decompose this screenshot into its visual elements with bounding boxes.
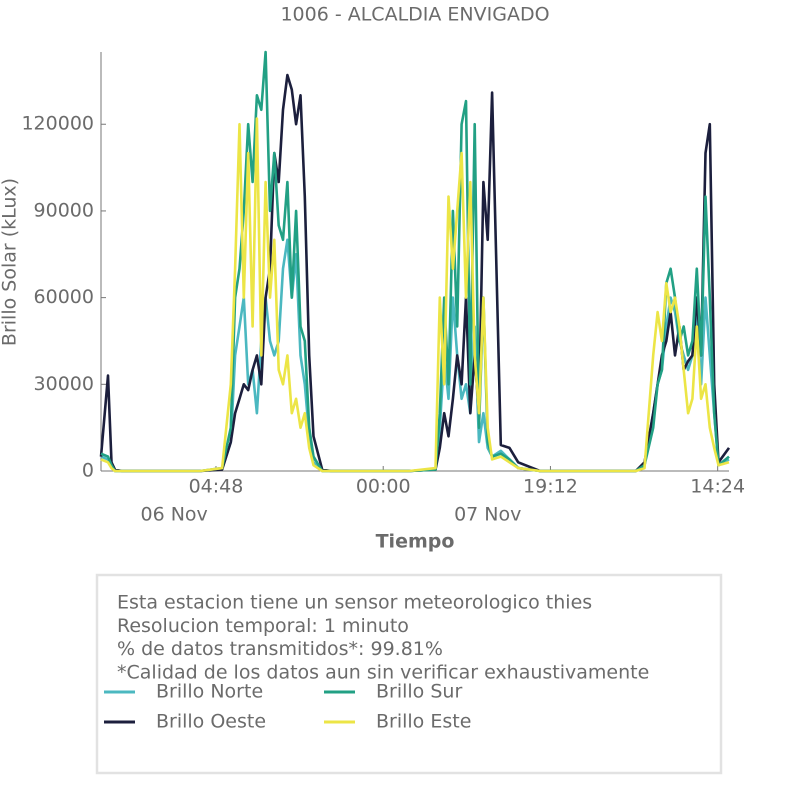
y-tick-label: 0 <box>82 460 94 482</box>
info-box <box>95 573 723 775</box>
chart-title: 1006 - ALCALDIA ENVIGADO <box>280 4 549 26</box>
legend-label: Brillo Oeste <box>156 711 266 733</box>
y-tick-label: 120000 <box>21 113 94 135</box>
x-axis-label: Tiempo <box>376 531 455 553</box>
series-line <box>100 50 730 473</box>
x-tick-label: 14:24 <box>690 476 745 498</box>
series-line <box>100 238 730 473</box>
date-label: 07 Nov <box>454 504 521 526</box>
y-axis-label: Brillo Solar (kLux) <box>0 178 21 346</box>
x-tick-label: 04:48 <box>189 476 244 498</box>
series-line <box>100 117 730 473</box>
y-tick-label: 90000 <box>34 199 94 221</box>
y-tick-label: 30000 <box>34 373 94 395</box>
info-line: % de datos transmitidos*: 99.81% <box>117 638 443 660</box>
info-line: Esta estacion tiene un sensor meteorolog… <box>117 592 592 614</box>
legend-label: Brillo Este <box>376 711 471 733</box>
date-label: 06 Nov <box>141 504 208 526</box>
legend-label: Brillo Norte <box>156 681 263 703</box>
x-tick-label: 19:12 <box>523 476 578 498</box>
info-line: Resolucion temporal: 1 minuto <box>117 615 409 637</box>
legend-label: Brillo Sur <box>376 681 462 703</box>
x-tick-label: 00:00 <box>356 476 411 498</box>
series-line <box>99 73 731 473</box>
info-line: *Calidad de los datos aun sin verificar … <box>117 661 649 683</box>
y-tick-label: 60000 <box>34 286 94 308</box>
